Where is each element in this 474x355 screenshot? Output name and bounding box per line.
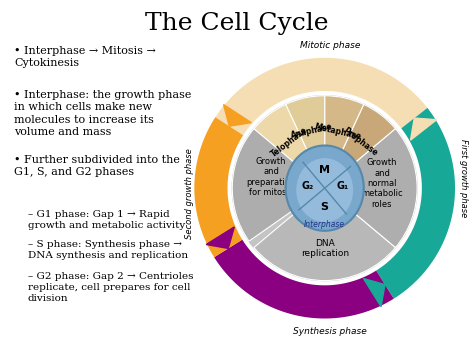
Polygon shape — [364, 279, 385, 307]
Wedge shape — [325, 104, 395, 188]
Text: – G1 phase: Gap 1 → Rapid
growth and metabolic activity: – G1 phase: Gap 1 → Rapid growth and met… — [28, 210, 185, 230]
Circle shape — [232, 96, 417, 280]
Text: Prophase: Prophase — [341, 126, 379, 158]
Text: Synthesis phase: Synthesis phase — [293, 327, 366, 335]
Text: Mitotic phase: Mitotic phase — [300, 41, 360, 50]
Text: M: M — [319, 165, 330, 175]
Polygon shape — [224, 105, 251, 126]
Text: Second growth phase: Second growth phase — [185, 148, 194, 239]
Polygon shape — [214, 240, 394, 318]
Polygon shape — [215, 58, 428, 135]
Wedge shape — [254, 188, 395, 280]
Text: Metaphase: Metaphase — [313, 122, 362, 141]
Text: Growth
and
preparation
for mitosis: Growth and preparation for mitosis — [246, 157, 296, 197]
Polygon shape — [206, 227, 234, 248]
Text: Anaphase: Anaphase — [290, 122, 334, 140]
Text: – S phase: Synthesis phase →
DNA synthesis and replication: – S phase: Synthesis phase → DNA synthes… — [28, 240, 188, 260]
Wedge shape — [325, 129, 417, 247]
Text: First growth phase: First growth phase — [458, 139, 467, 217]
Polygon shape — [376, 108, 455, 299]
Ellipse shape — [285, 146, 364, 231]
Text: – G2 phase: Gap 2 → Centrioles
replicate, cell prepares for cell
division: – G2 phase: Gap 2 → Centrioles replicate… — [28, 272, 193, 303]
Wedge shape — [232, 129, 325, 241]
Ellipse shape — [296, 158, 353, 222]
Wedge shape — [325, 96, 364, 188]
Wedge shape — [254, 104, 325, 188]
Text: Interphase: Interphase — [304, 220, 345, 229]
Text: • Further subdivided into the
G1, S, and G2 phases: • Further subdivided into the G1, S, and… — [14, 155, 180, 178]
Text: The Cell Cycle: The Cell Cycle — [145, 12, 329, 35]
Text: S: S — [321, 202, 328, 212]
Text: G₁: G₁ — [336, 181, 348, 191]
Polygon shape — [410, 118, 437, 140]
Polygon shape — [194, 117, 243, 257]
Text: G₂: G₂ — [301, 181, 313, 191]
Wedge shape — [286, 96, 325, 188]
Text: • Interphase: the growth phase
in which cells make new
molecules to increase its: • Interphase: the growth phase in which … — [14, 90, 191, 137]
Text: DNA
replication: DNA replication — [301, 239, 349, 258]
Text: • Interphase → Mitosis →
Cytokinesis: • Interphase → Mitosis → Cytokinesis — [14, 46, 156, 69]
Text: Growth
and
normal
metabolic
roles: Growth and normal metabolic roles — [361, 158, 403, 209]
Text: Telophase: Telophase — [269, 125, 310, 159]
